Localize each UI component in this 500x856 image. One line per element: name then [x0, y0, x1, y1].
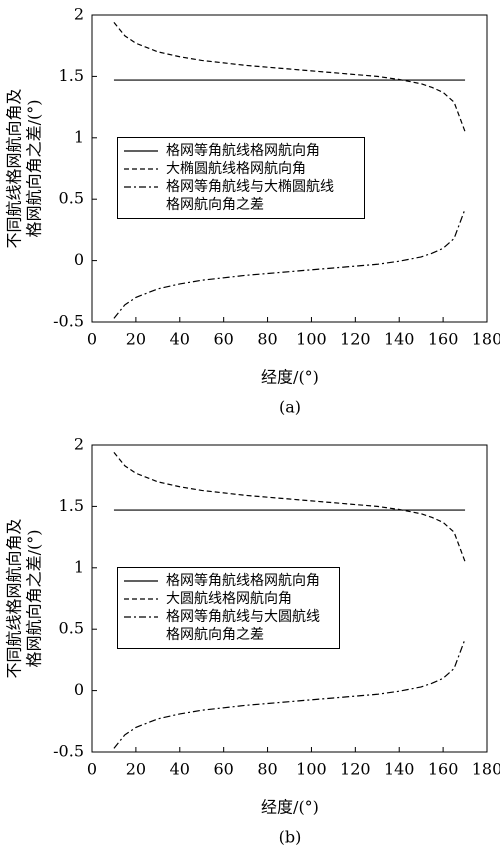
y-tick-label: 1	[74, 127, 84, 146]
x-tick-label: 40	[170, 330, 190, 349]
x-tick-label: 160	[428, 330, 459, 349]
x-tick-label: 80	[257, 330, 277, 349]
caption: (a)	[279, 398, 301, 417]
legend-swatch	[124, 598, 158, 600]
legend: 格网等角航线格网航向角 大椭圆航线格网航向角格网等角航线与大椭圆航线 格网航向角之…	[117, 137, 365, 219]
x-axis-label: 经度/(°)	[261, 798, 319, 817]
y-axis-label: 不同航线格网航向角及	[5, 88, 24, 248]
x-tick-label: 100	[296, 330, 327, 349]
x-tick-label: 60	[213, 760, 233, 779]
y-axis-label: 格网航向角之差/(°)	[25, 530, 44, 668]
legend-swatch	[124, 616, 158, 618]
y-tick-label: 1.5	[59, 496, 84, 515]
series-line	[113, 21, 466, 132]
y-tick-label: 2	[74, 435, 84, 454]
plot-frame	[91, 444, 488, 753]
y-tick-label: -0.5	[53, 742, 84, 761]
legend-item: 格网等角航线与大圆航线 格网航向角之差	[124, 608, 333, 644]
legend-label: 格网等角航线与大椭圆航线 格网航向角之差	[166, 179, 334, 213]
x-tick-label: 180	[472, 760, 500, 779]
x-tick-label: 100	[296, 760, 327, 779]
caption: (b)	[279, 828, 302, 847]
series-line	[113, 638, 466, 749]
legend-swatch	[124, 150, 158, 152]
legend-label: 格网等角航线格网航向角	[166, 143, 320, 159]
legend-label: 大椭圆航线格网航向角	[166, 161, 306, 177]
x-axis-label: 经度/(°)	[261, 368, 319, 387]
legend-label: 格网等角航线与大圆航线 格网航向角之差	[166, 609, 320, 643]
y-axis-label: 格网航向角之差/(°)	[25, 100, 44, 238]
x-tick-label: 120	[340, 330, 371, 349]
x-tick-label: 0	[87, 330, 97, 349]
series-line	[113, 451, 466, 562]
y-tick-label: -0.5	[53, 312, 84, 331]
legend-label: 大圆航线格网航向角	[166, 591, 292, 607]
legend-swatch	[124, 168, 158, 170]
y-tick-label: 0.5	[59, 189, 84, 208]
legend-item: 大圆航线格网航向角	[124, 590, 333, 608]
legend-swatch	[124, 580, 158, 582]
y-axis-label: 不同航线格网航向角及	[5, 518, 24, 678]
legend-item: 格网等角航线格网航向角	[124, 142, 358, 160]
x-tick-label: 120	[340, 760, 371, 779]
x-tick-label: 20	[126, 330, 146, 349]
legend-swatch	[124, 186, 158, 188]
x-tick-label: 0	[87, 760, 97, 779]
legend-item: 格网等角航线与大椭圆航线 格网航向角之差	[124, 178, 358, 214]
x-tick-label: 140	[384, 760, 415, 779]
legend: 格网等角航线格网航向角 大圆航线格网航向角格网等角航线与大圆航线 格网航向角之差	[117, 567, 340, 649]
legend-item: 格网等角航线格网航向角	[124, 572, 333, 590]
x-tick-label: 80	[257, 760, 277, 779]
x-tick-label: 180	[472, 330, 500, 349]
x-tick-label: 60	[213, 330, 233, 349]
x-tick-label: 40	[170, 760, 190, 779]
x-tick-label: 140	[384, 330, 415, 349]
y-tick-label: 1	[74, 557, 84, 576]
legend-label: 格网等角航线格网航向角	[166, 573, 320, 589]
y-tick-label: 0	[74, 680, 84, 699]
y-tick-label: 1.5	[59, 66, 84, 85]
series-line	[113, 208, 466, 319]
y-tick-label: 0	[74, 250, 84, 269]
legend-item: 大椭圆航线格网航向角	[124, 160, 358, 178]
x-tick-label: 160	[428, 760, 459, 779]
y-tick-label: 2	[74, 5, 84, 24]
x-tick-label: 20	[126, 760, 146, 779]
y-tick-label: 0.5	[59, 619, 84, 638]
plot-frame	[91, 14, 488, 323]
